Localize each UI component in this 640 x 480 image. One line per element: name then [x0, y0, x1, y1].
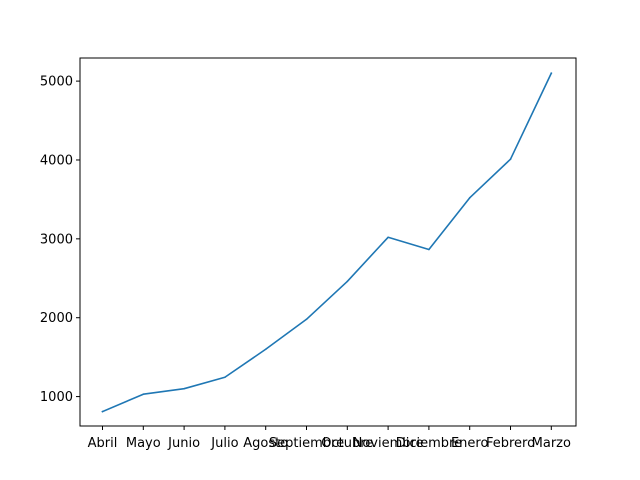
data-point [264, 348, 267, 351]
x-tick-label: Agosto [243, 436, 288, 451]
data-point [101, 410, 104, 413]
x-tick-label: Octubre [321, 436, 373, 451]
data-point [509, 158, 512, 160]
data-point [387, 236, 389, 239]
series-line [101, 72, 553, 413]
data-point [183, 387, 185, 390]
y-tick-label: 3000 [40, 232, 73, 247]
y-axis: 1000 2000 3000 4000 5000 [40, 75, 80, 405]
data-point [305, 318, 308, 321]
x-tick-label: Julio [210, 436, 238, 451]
y-tick-label: 1000 [40, 390, 73, 405]
x-tick-label: Enero [451, 436, 489, 451]
x-tick-label: Septiembre [269, 436, 344, 451]
x-axis: Abril Mayo Junio Julio AgostoSeptiembreOctub… [88, 426, 571, 451]
x-tick-label: Mayo [126, 436, 161, 451]
data-point [550, 72, 553, 75]
data-point [142, 393, 145, 396]
x-tick-label: Noviembre [353, 436, 424, 451]
data-point [346, 280, 349, 283]
x-tick-label: Abril [88, 436, 118, 451]
x-tick-label: Febrero [486, 436, 535, 451]
y-tick-label: 4000 [40, 153, 73, 168]
y-tick-label: 2000 [40, 311, 73, 326]
series-layer [101, 72, 553, 413]
data-point [428, 248, 430, 251]
data-point [224, 376, 226, 379]
x-tick-label: Diciembre [396, 436, 462, 451]
data-point [468, 197, 471, 199]
x-tick-label: Junio [167, 436, 200, 451]
x-tick-label: Marzo [532, 436, 571, 451]
plot-area-frame [79, 57, 577, 427]
y-tick-label: 5000 [40, 75, 73, 90]
